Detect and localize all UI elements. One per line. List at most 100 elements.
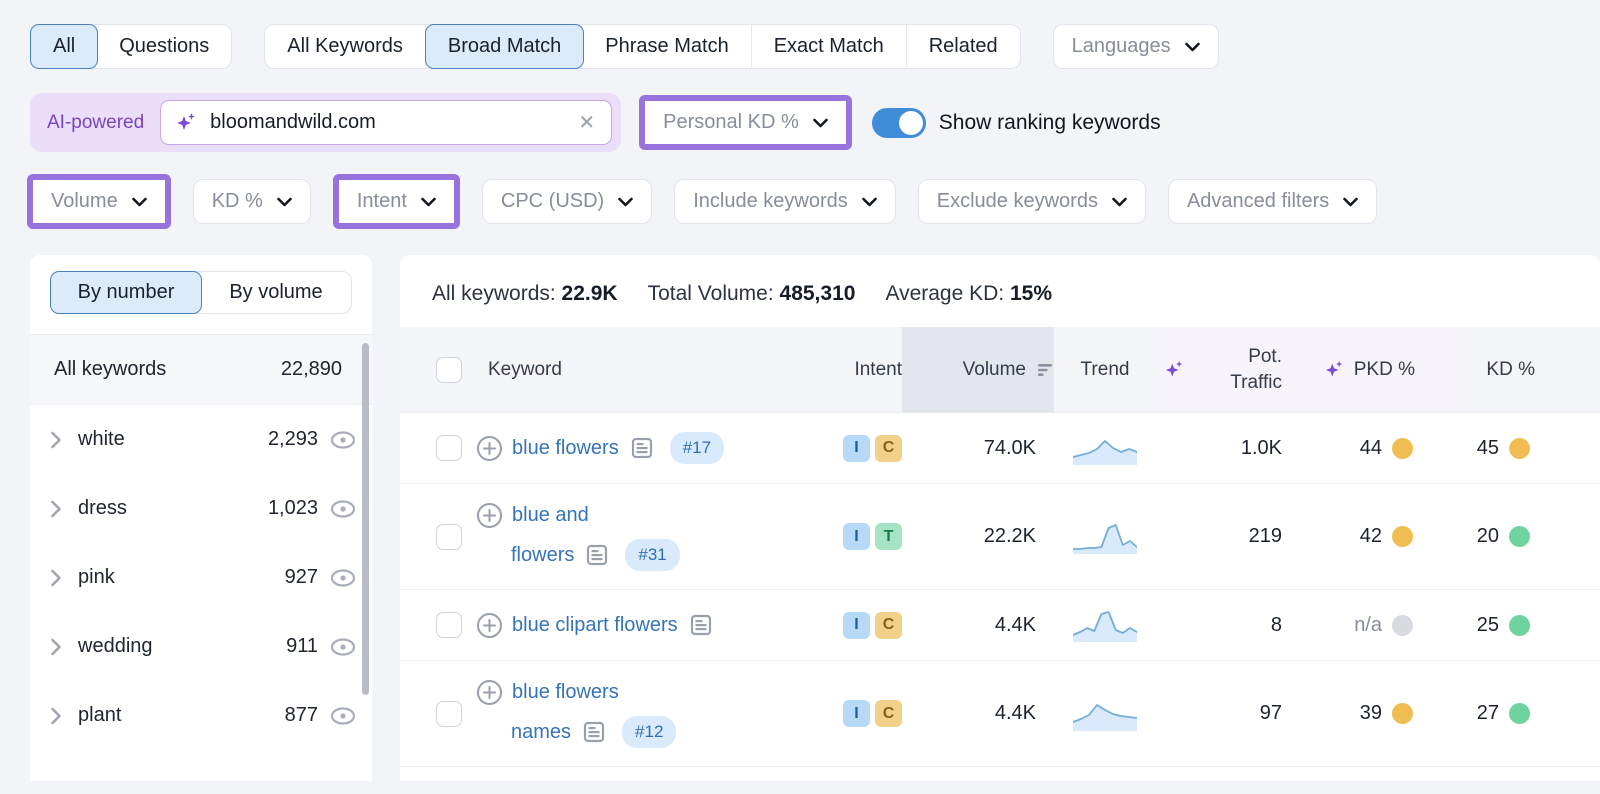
filter-exclude-keywords[interactable]: Exclude keywords bbox=[917, 179, 1146, 224]
keyword-link[interactable]: blue flowers bbox=[512, 436, 619, 459]
kd-cell: 25 bbox=[1457, 614, 1593, 637]
ai-sparkle-icon bbox=[1165, 360, 1183, 376]
tab-by-number[interactable]: By number bbox=[50, 271, 202, 314]
table-row: blue flowers #17 I C 74.0K 1.0K 44 45 bbox=[400, 413, 1600, 484]
trend-cell[interactable] bbox=[1054, 608, 1156, 642]
filter-include-keywords[interactable]: Include keywords bbox=[674, 179, 896, 224]
clear-search-icon[interactable]: ✕ bbox=[578, 112, 596, 134]
table-row: blue and flowers #31 I T 22.2K 219 42 20 bbox=[400, 484, 1600, 590]
chevron-down-icon bbox=[421, 197, 436, 206]
row-checkbox[interactable] bbox=[436, 700, 462, 727]
tab-all[interactable]: All bbox=[30, 24, 99, 69]
personal-kd-dropdown[interactable]: Personal KD % bbox=[645, 101, 846, 144]
add-keyword-icon[interactable] bbox=[476, 502, 503, 529]
sidebar-item-white[interactable]: white 2,293 bbox=[30, 405, 372, 474]
col-kd[interactable]: KD % bbox=[1486, 358, 1535, 380]
intent-badge-transactional[interactable]: T bbox=[875, 523, 902, 550]
keyword-link[interactable]: flowers bbox=[511, 543, 575, 566]
filter-volume[interactable]: Volume bbox=[33, 180, 165, 223]
eye-icon[interactable] bbox=[330, 706, 356, 726]
intent-badge-commercial[interactable]: C bbox=[875, 611, 902, 639]
keyword-link[interactable]: blue flowers bbox=[512, 681, 619, 703]
sidebar-item-pink[interactable]: pink 927 bbox=[30, 543, 372, 612]
all-keywords-label: All keywords bbox=[54, 358, 167, 380]
sidebar-item-wedding[interactable]: wedding 911 bbox=[30, 612, 372, 681]
rank-badge[interactable]: #17 bbox=[669, 432, 725, 464]
sidebar-scrollbar[interactable] bbox=[362, 343, 369, 695]
tab-broad-match[interactable]: Broad Match bbox=[424, 24, 585, 69]
keyword-link[interactable]: names bbox=[511, 720, 572, 743]
keyword-search-input[interactable]: bloomandwild.com ✕ bbox=[160, 100, 613, 145]
kd-cell: 20 bbox=[1457, 525, 1593, 548]
intent-badge-informational[interactable]: I bbox=[843, 434, 870, 462]
volume-cell: 74.0K bbox=[983, 436, 1036, 459]
filter-label: Include keywords bbox=[693, 190, 848, 212]
trend-cell[interactable] bbox=[1054, 697, 1156, 731]
serp-features-icon[interactable] bbox=[631, 437, 653, 459]
tab-questions[interactable]: Questions bbox=[119, 35, 210, 57]
sidebar-item-plant[interactable]: plant 877 bbox=[30, 681, 372, 750]
summary-stat: Total Volume: 485,310 bbox=[648, 282, 856, 306]
row-checkbox[interactable] bbox=[436, 612, 462, 638]
row-checkbox[interactable] bbox=[436, 523, 462, 550]
chevron-right-icon bbox=[51, 707, 61, 724]
intent-badge-informational[interactable]: I bbox=[843, 523, 870, 550]
show-ranking-keywords-toggle[interactable] bbox=[871, 107, 926, 138]
intent-badge-informational[interactable]: I bbox=[843, 700, 870, 727]
add-keyword-icon[interactable] bbox=[476, 612, 503, 639]
intent-badge-informational[interactable]: I bbox=[843, 611, 870, 639]
summary-value: 485,310 bbox=[779, 282, 856, 305]
col-pkd[interactable]: PKD % bbox=[1286, 327, 1457, 412]
languages-dropdown[interactable]: Languages bbox=[1052, 24, 1219, 69]
col-keyword[interactable]: Keyword bbox=[488, 358, 562, 380]
select-all-checkbox[interactable] bbox=[436, 356, 462, 383]
tab-phrase-match[interactable]: Phrase Match bbox=[583, 25, 752, 68]
col-intent[interactable]: Intent bbox=[854, 358, 902, 380]
eye-icon[interactable] bbox=[330, 568, 356, 588]
col-volume[interactable]: Volume bbox=[902, 327, 1054, 412]
sidebar-all-keywords-row[interactable]: All keywords 22,890 bbox=[30, 334, 372, 405]
serp-features-icon[interactable] bbox=[690, 614, 712, 636]
tab-related[interactable]: Related bbox=[928, 35, 998, 57]
filter-intent[interactable]: Intent bbox=[338, 180, 454, 223]
rank-badge[interactable]: #31 bbox=[625, 539, 680, 571]
intent-badge-commercial[interactable]: C bbox=[875, 434, 902, 462]
col-trend[interactable]: Trend bbox=[1080, 358, 1130, 380]
tab-exact-match[interactable]: Exact Match bbox=[752, 25, 907, 68]
filter-kd[interactable]: KD % bbox=[192, 179, 311, 224]
eye-icon[interactable] bbox=[330, 430, 356, 450]
summary-value: 15% bbox=[1009, 282, 1052, 305]
pkd-value: n/a bbox=[1354, 613, 1382, 636]
serp-features-icon[interactable] bbox=[586, 544, 608, 566]
filter-cpc-usd[interactable]: CPC (USD) bbox=[481, 179, 653, 224]
eye-icon[interactable] bbox=[330, 499, 356, 519]
keyword-link[interactable]: blue and bbox=[512, 504, 589, 526]
tab-by-volume[interactable]: By volume bbox=[229, 281, 323, 303]
tab-all-keywords[interactable]: All Keywords bbox=[265, 25, 426, 68]
eye-icon[interactable] bbox=[330, 637, 356, 657]
rank-badge[interactable]: #12 bbox=[622, 716, 677, 748]
match-type-tabs: All Keywords Broad Match Phrase Match Ex… bbox=[264, 24, 1021, 69]
keyword-line-2: names #12 bbox=[476, 716, 832, 748]
trend-cell[interactable] bbox=[1054, 431, 1156, 465]
row-checkbox-cell bbox=[400, 523, 476, 550]
sidebar-item-dress[interactable]: dress 1,023 bbox=[30, 474, 372, 543]
keyword-link[interactable]: blue clipart flowers bbox=[512, 613, 678, 636]
filter-label: Intent bbox=[356, 190, 407, 212]
keyword-cell: blue and flowers #31 bbox=[476, 502, 832, 571]
summary-stat: Average KD: 15% bbox=[885, 282, 1052, 306]
group-count: 927 bbox=[284, 566, 318, 588]
kd-cell: 27 bbox=[1457, 702, 1593, 725]
add-keyword-icon[interactable] bbox=[476, 679, 503, 706]
pkd-value: 44 bbox=[1359, 436, 1382, 459]
row-checkbox[interactable] bbox=[436, 435, 462, 461]
trend-cell[interactable] bbox=[1054, 520, 1156, 554]
pot-traffic-cell: 219 bbox=[1248, 525, 1282, 547]
add-keyword-icon[interactable] bbox=[476, 435, 503, 462]
col-pot-traffic[interactable]: Pot. Traffic bbox=[1156, 327, 1286, 412]
intent-badge-commercial[interactable]: C bbox=[875, 700, 902, 727]
filter-advanced-filters[interactable]: Advanced filters bbox=[1167, 179, 1378, 224]
serp-features-icon[interactable] bbox=[583, 721, 605, 743]
keyword-cell: blue clipart flowers bbox=[476, 612, 832, 639]
